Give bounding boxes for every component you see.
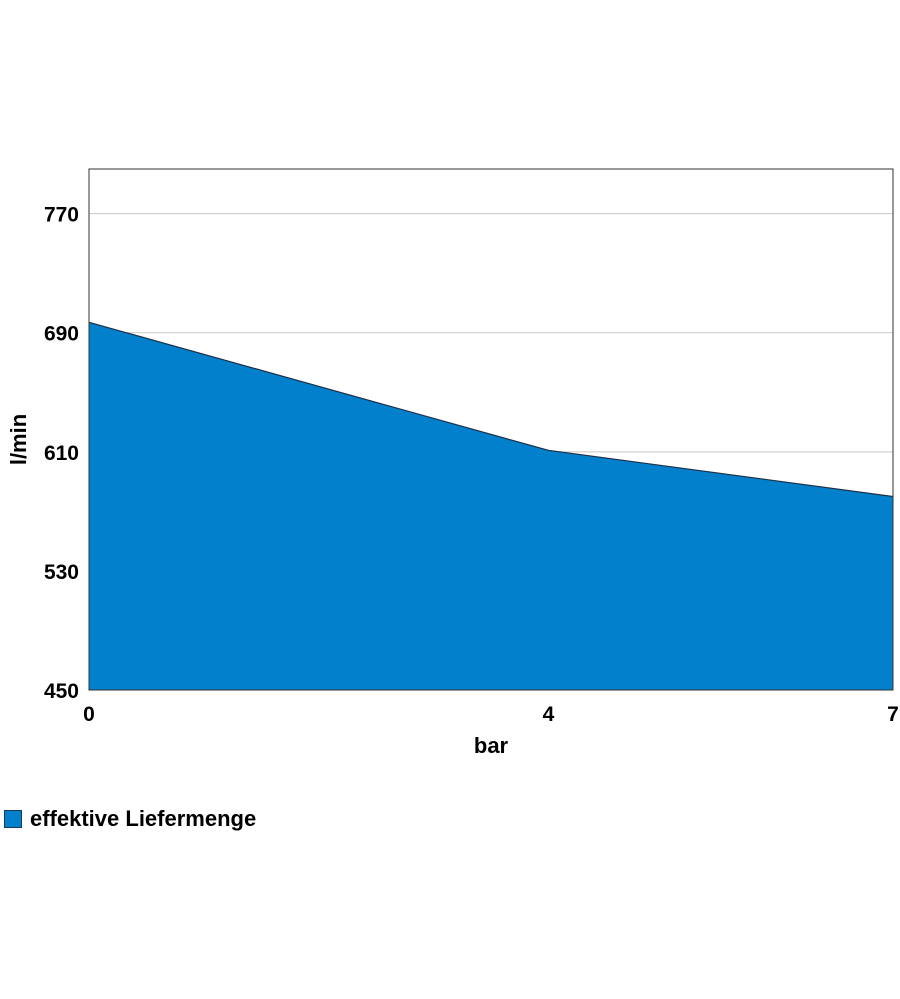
legend: effektive Liefermenge <box>4 806 256 832</box>
legend-swatch <box>4 810 22 828</box>
series-layer <box>88 321 894 690</box>
y-tick-label: 610 <box>44 442 79 465</box>
plot-frame <box>88 168 894 691</box>
x-tick-label: 7 <box>887 703 899 726</box>
y-tick-label: 450 <box>44 680 79 703</box>
y-tick-label: 770 <box>44 204 79 227</box>
x-tick-label: 0 <box>83 703 95 726</box>
series-area <box>89 322 893 690</box>
y-tick-label: 530 <box>44 561 79 584</box>
legend-label: effektive Liefermenge <box>30 806 257 831</box>
x-tick-labels: 0 4 7 <box>83 703 899 726</box>
y-tick-labels: 450 530 610 690 770 <box>44 204 79 703</box>
y-axis-title: l/min <box>6 414 31 465</box>
x-axis-title: bar <box>474 733 509 758</box>
y-tick-label: 690 <box>44 323 79 346</box>
x-tick-label: 4 <box>543 703 555 726</box>
